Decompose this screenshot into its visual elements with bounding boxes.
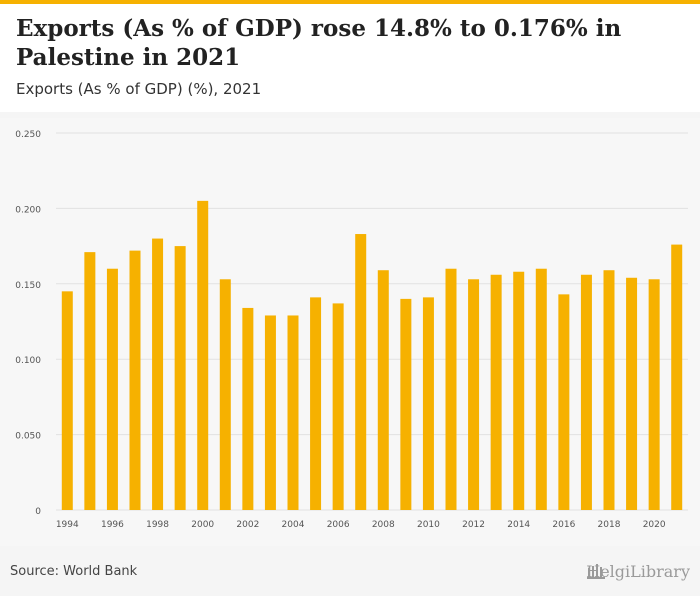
bar [332,303,344,510]
bar [377,270,389,510]
x-tick-label: 2010 [417,520,440,530]
bar [648,279,660,510]
bar [264,315,276,510]
y-tick-label: 0.200 [15,205,41,215]
source-note: Source: World Bank [10,564,138,579]
bar [558,294,570,510]
x-tick-label: 2018 [598,520,621,530]
bar [242,307,254,510]
page-subtitle: Exports (As % of GDP) (%), 2021 [16,80,262,98]
library-building-icon [587,564,606,579]
y-tick-label: 0.250 [15,130,41,140]
bar [603,270,615,510]
bar [445,268,457,510]
bar [106,268,118,510]
bar [197,200,209,511]
y-tick-label: 0.100 [15,356,41,366]
bar [310,297,322,510]
header: Exports (As % of GDP) rose 14.8% to 0.17… [0,4,700,112]
bar [287,315,299,510]
page-title: Exports (As % of GDP) rose 14.8% to 0.17… [16,15,622,71]
logo-text: HelgiLibrary [586,562,690,581]
bar [422,297,434,510]
y-tick-label: 0 [35,507,41,517]
bar [468,279,480,510]
bar [129,250,141,510]
bar [61,291,73,510]
bar [671,244,683,511]
x-tick-label: 2006 [327,520,350,530]
bar-chart: 0 0.050 0.100 0.150 0.200 0.250 1994 1996 1998 20… [15,130,688,530]
x-tick-label: 1996 [101,520,124,530]
bar [355,234,367,510]
bar [84,252,96,510]
bar [490,274,502,510]
bar [513,271,525,510]
x-tick-label: 2000 [191,520,214,530]
x-tick-label: 2020 [643,520,666,530]
x-tick-label: 2008 [372,520,395,530]
bar [535,268,547,510]
x-tick-label: 1998 [146,520,169,530]
y-tick-label: 0.150 [15,281,41,291]
accent-bar [0,0,700,4]
x-tick-label: 2014 [507,520,530,530]
x-tick-label: 2012 [462,520,485,530]
bar [174,246,186,510]
x-tick-label: 2004 [282,520,305,530]
bar [400,298,412,510]
bar [580,274,592,510]
bar [152,238,164,510]
x-tick-label: 2002 [236,520,259,530]
bar [219,279,231,510]
helgilibrary-logo[interactable]: HelgiLibrary [586,562,690,581]
bar [626,277,638,510]
x-tick-label: 1994 [56,520,79,530]
x-tick-label: 2016 [552,520,575,530]
y-tick-label: 0.050 [15,432,41,442]
